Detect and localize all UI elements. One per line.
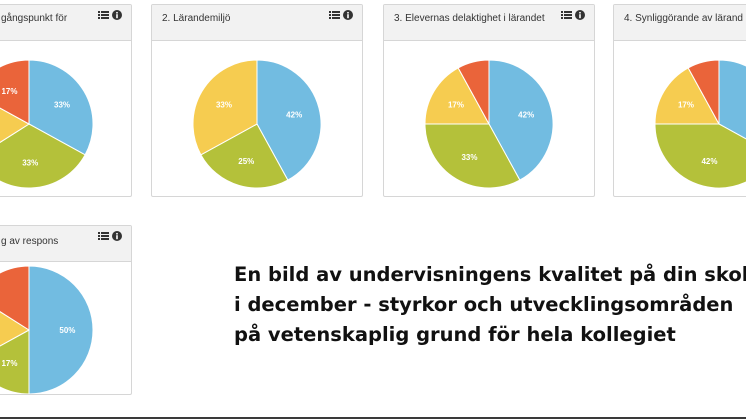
pie-chart-5: 50%17%% [0, 265, 94, 394]
pie-slice-label: 33% [216, 100, 232, 109]
pie-slice[interactable] [457, 59, 490, 125]
list-icon[interactable] [329, 10, 340, 20]
pie-slice-label: 17% [1, 359, 17, 368]
pie-slice-label: 50% [59, 326, 75, 335]
pie-slice[interactable] [0, 59, 30, 125]
pie-slice[interactable] [488, 59, 554, 181]
pie-slice-label: 17% [678, 100, 694, 109]
info-icon[interactable] [112, 231, 122, 241]
pie-slice[interactable] [0, 265, 30, 331]
chart-panel-2: 2. Lärandemiljö 42% 25% 33% [151, 4, 363, 197]
panel-header: g av respons [0, 226, 131, 262]
pie-svg: 42% 25% 33% [192, 59, 322, 189]
list-icon[interactable] [98, 10, 109, 20]
pie-chart-4: 3342%17% [654, 59, 746, 189]
pie-svg: 3342%17% [654, 59, 746, 189]
pie-slice-label: 17% [1, 87, 17, 96]
pie-slice[interactable] [256, 59, 322, 181]
pie-slice[interactable] [654, 123, 746, 189]
pie-slice[interactable] [718, 59, 746, 155]
pie-slice[interactable] [0, 93, 30, 158]
pie-slice[interactable] [687, 59, 720, 125]
panel-header: gångspunkt för [0, 5, 131, 41]
panel-title: gångspunkt för [1, 13, 68, 24]
info-icon[interactable] [575, 10, 585, 20]
chart-panel-4: 4. Synliggörande av lärand 3342%17% [613, 4, 746, 197]
frame-border [0, 417, 746, 419]
headline-line-2: i december - styrkor och utvecklingsområ… [234, 293, 734, 316]
pie-slice[interactable] [0, 329, 30, 394]
pie-slice[interactable] [28, 265, 94, 394]
pie-slice-label: 25% [238, 157, 254, 166]
chart-panel-5: g av respons 50%17%% [0, 225, 132, 395]
pie-slice-label: 17% [448, 100, 464, 109]
pie-slice[interactable] [200, 123, 289, 189]
pie-slice[interactable] [424, 67, 490, 125]
chart-panel-3: 3. Elevernas delaktighet i lärandet 42% 3… [383, 4, 595, 197]
pie-svg: 50%17%% [0, 265, 94, 394]
headline-line-1: En bild av undervisningens kvalitet på d… [234, 263, 746, 286]
chart-panel-1: gångspunkt för 33% 33% 17% [0, 4, 132, 197]
panel-title: 4. Synliggörande av lärand [624, 13, 743, 24]
pie-slice-label: 42% [701, 157, 717, 166]
panel-header: 4. Synliggörande av lärand [614, 5, 746, 41]
panel-title: 2. Lärandemiljö [162, 13, 231, 24]
info-icon[interactable] [343, 10, 353, 20]
list-icon[interactable] [98, 231, 109, 241]
headline-text: En bild av undervisningens kvalitet på d… [234, 260, 746, 350]
headline-line-3: på vetenskaplig grund för hela kollegiet [234, 323, 676, 346]
pie-chart-3: 42% 33% 17% [424, 59, 554, 189]
panel-title: g av respons [1, 236, 59, 247]
pie-slice[interactable] [0, 123, 86, 189]
panel-header: 3. Elevernas delaktighet i lärandet [384, 5, 594, 41]
pie-slice-label: 33% [461, 153, 477, 162]
pie-slice-label: 42% [518, 110, 534, 119]
list-icon[interactable] [561, 10, 572, 20]
panel-title: 3. Elevernas delaktighet i lärandet [394, 13, 545, 24]
pie-slice[interactable] [192, 59, 258, 156]
panel-header: 2. Lärandemiljö [152, 5, 362, 41]
pie-slice-label: 33% [54, 100, 70, 109]
pie-svg: 33% 33% 17% [0, 59, 94, 189]
pie-slice-label: 33% [22, 158, 38, 167]
pie-slice[interactable] [0, 296, 30, 361]
pie-svg: 42% 33% 17% [424, 59, 554, 189]
pie-slice[interactable] [28, 59, 94, 156]
pie-chart-1: 33% 33% 17% [0, 59, 94, 189]
pie-slice[interactable] [424, 123, 521, 189]
info-icon[interactable] [112, 10, 122, 20]
pie-slice-label: 42% [286, 110, 302, 119]
pie-slice[interactable] [654, 67, 720, 125]
pie-chart-2: 42% 25% 33% [192, 59, 322, 189]
